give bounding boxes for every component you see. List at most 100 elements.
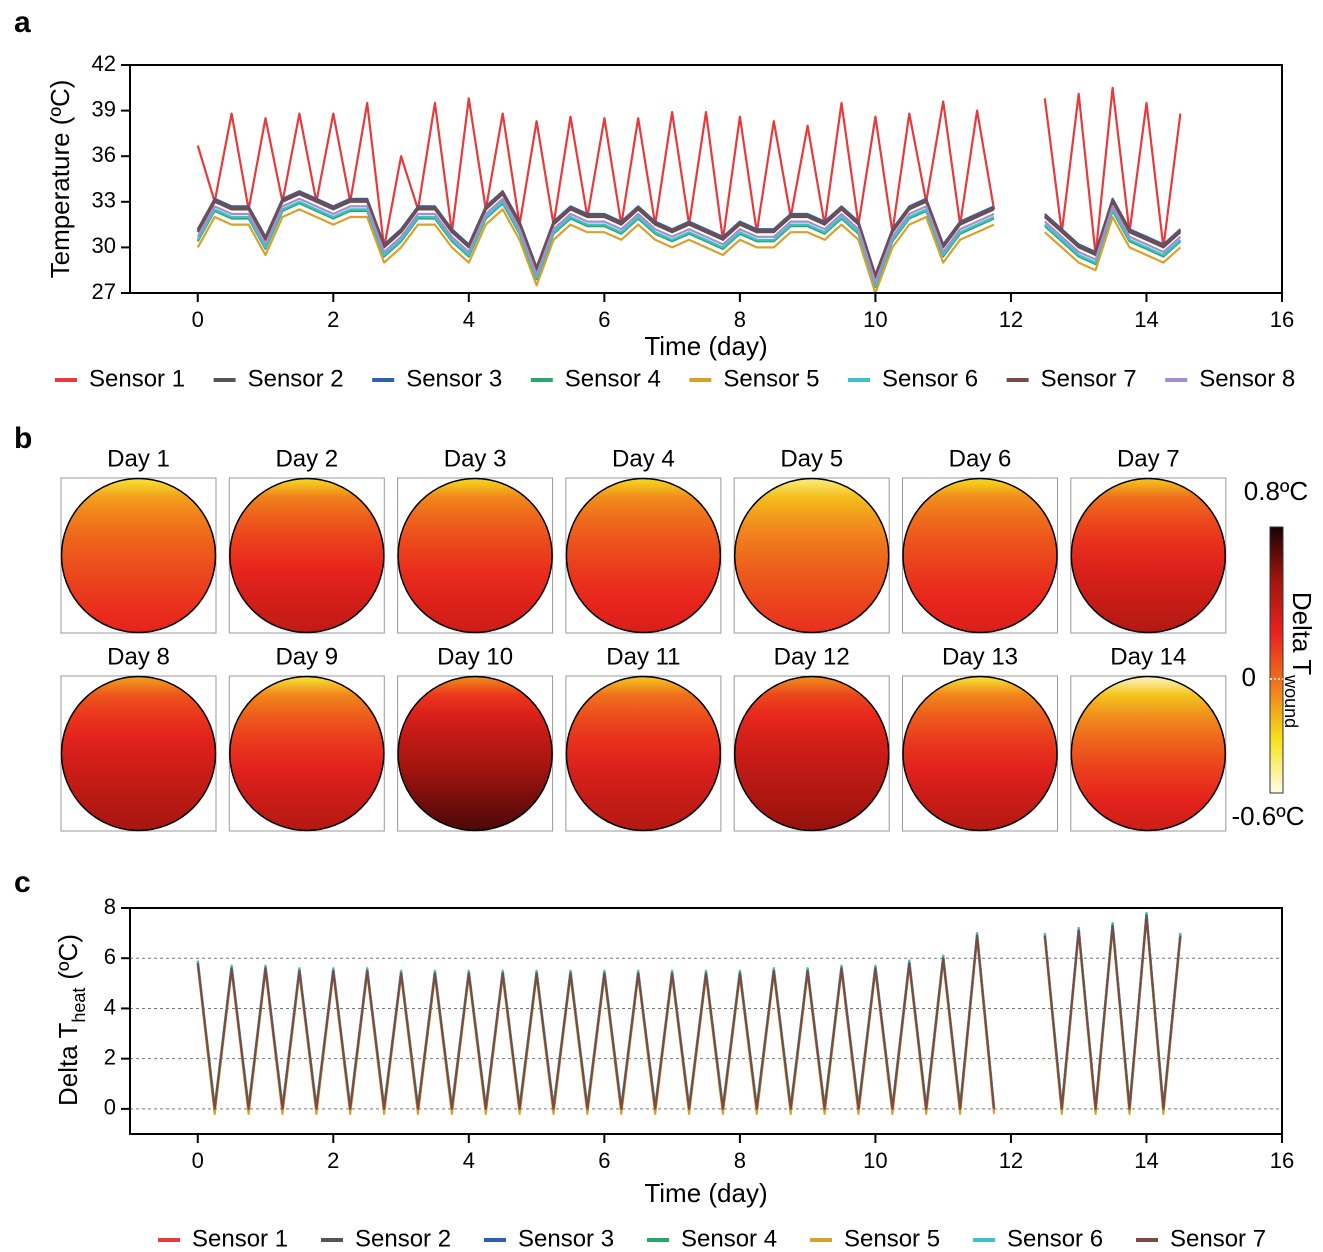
x-tick-label: 16 [1270,1148,1294,1173]
x-axis-title: Time (day) [644,331,767,361]
heatmap-disc [60,675,217,832]
series-line [196,916,1182,1115]
heatmap-disc [902,477,1058,634]
legend-label: Sensor 4 [681,1225,777,1252]
series-line [196,202,1182,288]
heatmap-disc [397,477,553,634]
colorbar-tick-label: -0.6ºC [1231,801,1304,831]
x-tick-label: 14 [1134,1148,1158,1173]
panel-label: c [14,866,31,899]
x-tick-label: 6 [598,1148,610,1173]
map-title: Day 6 [949,445,1012,472]
map-title: Day 8 [107,643,170,670]
y-tick-label: 27 [92,279,116,304]
heatmap-disc [902,675,1058,832]
colorbar-title-main: Delta T [1287,592,1317,675]
map-title: Day 3 [444,445,507,472]
x-tick-label: 12 [999,307,1023,332]
map-title: Day 2 [275,445,338,472]
x-tick-label: 12 [999,1148,1023,1173]
panel-label: a [14,6,31,39]
x-tick-label: 0 [192,1148,204,1173]
map-title: Day 7 [1117,445,1180,472]
legend-label: Sensor 8 [1199,365,1295,392]
panel-label: b [14,422,32,455]
y-tick-label: 6 [104,944,116,969]
colorbar-tick-label: 0.8ºC [1244,476,1308,506]
legend-label: Sensor 2 [355,1225,451,1252]
colorbar-tick-label: 0 [1242,662,1256,692]
legend-label: Sensor 7 [1041,365,1137,392]
heatmap-disc [565,675,722,832]
x-tick-label: 4 [463,307,475,332]
plot-lines [196,911,1182,1115]
series-line [196,914,1182,1113]
heatmap-disc [60,477,217,634]
legend-label: Sensor 5 [844,1225,940,1252]
map-title: Day 12 [774,643,850,670]
y-axis-title: Temperature (ºC) [45,80,75,279]
legend-label: Sensor 6 [1007,1225,1103,1252]
x-tick-label: 10 [863,1148,887,1173]
legend-label: Sensor 5 [723,365,819,392]
map-title: Day 1 [107,445,170,472]
heatmap-disc [733,675,890,832]
heatmap-disc [1070,477,1227,634]
x-tick-label: 2 [327,307,339,332]
heatmap-disc [397,675,553,832]
plot-frame [129,64,1283,294]
x-axis-title: Time (day) [644,1178,767,1208]
x-tick-label: 8 [734,1148,746,1173]
series-line [196,914,1182,1110]
y-axis-title: Delta Theat (ºC) [53,934,89,1106]
legend-label: Sensor 1 [192,1225,288,1252]
heatmap-disc [229,675,385,832]
map-title: Day 4 [612,445,675,472]
plot-frame [129,907,1283,1135]
x-tick-label: 2 [327,1148,339,1173]
series-line [196,193,1182,279]
series-line [196,197,1182,284]
series-line [196,86,1182,257]
map-title: Day 5 [780,445,843,472]
map-title: Day 10 [437,643,513,670]
y-axis-title-unit: (ºC) [53,934,83,980]
legend-label: Sensor 6 [882,365,978,392]
y-tick-label: 0 [104,1095,116,1120]
legend-label: Sensor 7 [1170,1225,1266,1252]
y-tick-label: 36 [92,142,116,167]
y-tick-label: 39 [92,96,116,121]
y-axis-title-sub: heat [69,988,89,1023]
colorbar [1269,526,1284,794]
legend-label: Sensor 3 [518,1225,614,1252]
legend-label: Sensor 1 [89,365,185,392]
x-tick-label: 16 [1270,307,1294,332]
legend-label: Sensor 4 [565,365,661,392]
heatmap-disc [229,477,385,634]
y-tick-label: 4 [104,994,116,1019]
plot-lines [196,86,1182,293]
x-tick-label: 8 [734,307,746,332]
y-axis-title-main: Delta T [53,1023,83,1106]
legend-label: Sensor 2 [248,365,344,392]
x-tick-label: 6 [598,307,610,332]
series-line [196,208,1182,293]
x-tick-label: 14 [1134,307,1158,332]
y-tick-label: 30 [92,233,116,258]
colorbar-title-sub: wound [1281,674,1301,728]
y-tick-label: 8 [104,894,116,919]
heatmap-disc [565,477,722,634]
y-tick-label: 2 [104,1044,116,1069]
y-tick-label: 33 [92,188,116,213]
y-tick-label: 42 [92,51,116,76]
map-title: Day 11 [606,643,680,670]
map-title: Day 9 [275,643,338,670]
series-line [196,191,1182,278]
x-tick-label: 4 [463,1148,475,1173]
colorbar-title: Delta Twound [1281,592,1317,728]
x-tick-label: 0 [192,307,204,332]
heatmap-disc [733,477,890,634]
heatmap-disc [1070,675,1227,832]
map-title: Day 14 [1110,643,1186,670]
